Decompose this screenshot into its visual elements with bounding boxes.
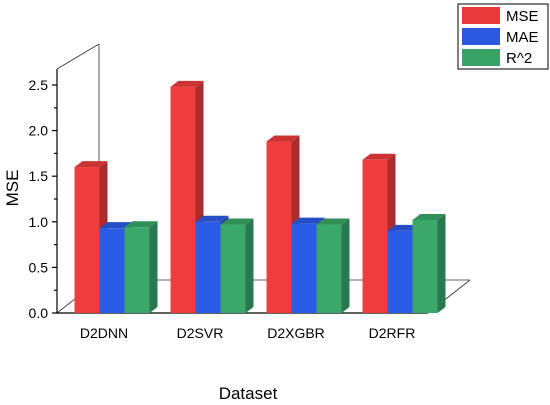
bar-front-face [291,223,317,313]
bar-front-face [74,167,100,313]
x-tick-label: D2XGBR [267,325,325,341]
bar-front-face [387,230,413,313]
bar-top-face [316,218,350,225]
legend-swatch-overlay [462,49,500,66]
bar-top-face [74,161,108,168]
bar-top-face [220,218,254,225]
legend-label: R^2 [506,50,532,67]
y-tick-label: 2.0 [29,123,49,139]
bar-front-face [316,224,342,313]
y-axis: 0.0 0.5 1.0 1.5 2.0 2.5 [29,77,57,321]
bar-front-face [124,227,150,313]
y-tick-label: 1.5 [29,168,49,184]
y-tick-label: 0.5 [29,259,49,275]
bar-front-face [412,219,438,313]
x-tick-label: D2SVR [177,325,224,341]
bar-mse-d2svr [170,80,204,313]
bar-side-face [437,213,446,313]
bar-side-face [245,218,254,313]
bar-top-face [291,217,325,224]
bar-top-face [124,221,158,228]
y-axis-title: MSE [3,170,22,207]
bar-top-face [266,135,300,142]
bar-top-face [170,80,204,87]
bar-front-face [362,159,388,313]
x-tick-label: D2DNN [80,325,128,341]
bar-front-face [266,141,292,313]
bar-r2-d2xgbr [316,218,350,313]
bar-top-face [195,215,229,222]
side-wall-top-edge [56,43,100,70]
bar-top-face [362,153,396,160]
y-tick-label: 1.0 [29,214,49,230]
bar-top-face [99,222,133,229]
bar-top-face [387,224,421,231]
legend-label: MAE [506,29,539,46]
x-axis: D2DNN D2SVR D2XGBR D2RFR [80,325,415,341]
legend-swatch-overlay [462,28,500,45]
bar-front-face [195,221,221,313]
bar-side-face [341,218,350,313]
bar-r2-d2rfr [412,213,446,313]
bar-top-face [412,213,446,220]
x-tick-label: D2RFR [369,325,416,341]
y-tick-label: 0.0 [29,305,49,321]
legend: MSE MAE R^2 [457,3,549,70]
legend-swatch-overlay [462,7,500,24]
x-axis-title: Dataset [219,384,278,403]
bar-side-face [149,221,158,313]
bar-r2-d2svr [220,218,254,313]
bar-front-face [170,86,196,313]
y-tick-label: 2.5 [29,77,49,93]
legend-label: MSE [506,8,539,25]
bar-r2-d2dnn [124,221,158,313]
bars [74,80,446,313]
bar-front-face [220,224,246,313]
bar-front-face [99,228,125,313]
